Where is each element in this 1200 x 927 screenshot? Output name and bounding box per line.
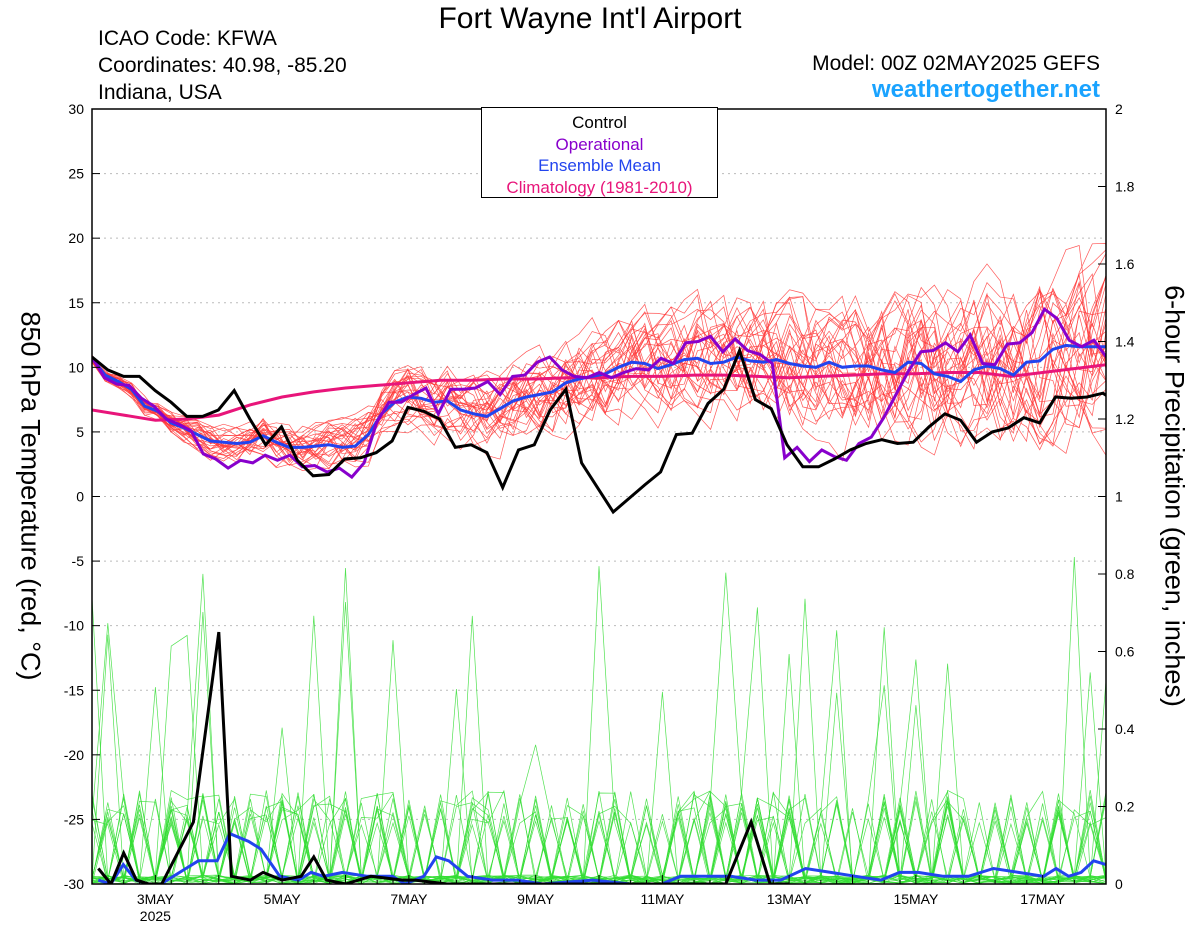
control-temp-line [92, 346, 1106, 515]
y-right-tick-label: 1.6 [1115, 256, 1135, 272]
y-right-tick-label: 0.4 [1115, 721, 1135, 737]
icao-code: ICAO Code: KFWA [98, 27, 277, 50]
y-left-tick-label: 0 [76, 489, 84, 505]
y-left-tick-label: 25 [68, 166, 84, 182]
y-left-tick-label: -10 [64, 618, 84, 634]
y-left-tick-label: 10 [68, 359, 84, 375]
x-tick-label: 17MAY [1020, 891, 1066, 907]
precip-member-line [92, 790, 1106, 884]
y-right-tick-label: 0.6 [1115, 644, 1135, 660]
temperature-member-line [92, 281, 1106, 449]
site-link[interactable]: weathertogether.net [871, 76, 1100, 103]
y-right-tick-label: 0 [1115, 876, 1123, 892]
precip-member-line [92, 680, 1106, 884]
temperature-member-line [92, 296, 1106, 457]
control-precip-line [97, 631, 790, 884]
ensemble-members-layer [92, 243, 1106, 884]
x-tick-label: 3MAY [137, 891, 175, 907]
y-left-tick-label: 5 [76, 424, 84, 440]
region: Indiana, USA [98, 81, 222, 104]
axes-layer: 302520151050-5-10-15-20-25-3021.81.61.41… [64, 101, 1135, 924]
legend-operational: Operational [555, 134, 644, 154]
precip-member-line [92, 685, 1106, 884]
operational-temp-line [92, 306, 1106, 480]
model-run: Model: 00Z 02MAY2025 GEFS [812, 52, 1100, 75]
legend-control: Control [572, 113, 627, 132]
x-tick-label: 13MAY [767, 891, 813, 907]
y-axis-left-title: 850 hPa Temperature (red, °C) [15, 311, 46, 681]
y-right-tick-label: 1.2 [1115, 411, 1135, 427]
temperature-member-line [92, 326, 1106, 461]
x-tick-sublabel: 2025 [140, 908, 171, 924]
x-tick-label: 5MAY [264, 891, 302, 907]
legend-ensemble-mean: Ensemble Mean [538, 156, 661, 175]
coordinates: Coordinates: 40.98, -85.20 [98, 54, 347, 77]
x-tick-label: 15MAY [893, 891, 939, 907]
y-right-tick-label: 1.8 [1115, 179, 1135, 195]
y-right-tick-label: 0.8 [1115, 566, 1135, 582]
y-right-tick-label: 1 [1115, 489, 1123, 505]
temperature-member-line [92, 274, 1106, 470]
y-axis-right-title: 6-hour Precipitation (green, inches) [1159, 285, 1190, 707]
x-tick-label: 7MAY [390, 891, 428, 907]
x-tick-label: 11MAY [640, 891, 684, 907]
temperature-member-line [92, 310, 1106, 463]
main-series-layer [92, 306, 1106, 884]
y-left-tick-label: 20 [68, 230, 84, 246]
y-left-tick-label: -15 [64, 682, 84, 698]
temperature-member-line [92, 273, 1106, 464]
y-left-tick-label: -20 [64, 747, 84, 763]
ensemble-mean-precip-line [97, 831, 1106, 884]
y-left-tick-label: 30 [68, 101, 84, 117]
precip-member-line [92, 572, 1106, 884]
y-left-tick-label: -5 [72, 553, 85, 569]
precip-member-line [92, 567, 1106, 884]
y-left-tick-label: -25 [64, 811, 84, 827]
y-left-tick-label: -30 [64, 876, 84, 892]
chart-title: Fort Wayne Int'l Airport [438, 2, 742, 35]
temperature-member-line [92, 300, 1106, 465]
chart-legend: Control Operational Ensemble Mean Climat… [481, 107, 718, 198]
y-right-tick-label: 2 [1115, 101, 1123, 117]
temperature-member-line [92, 300, 1106, 462]
temperature-member-line [92, 301, 1106, 466]
y-right-tick-label: 0.2 [1115, 799, 1135, 815]
temperature-member-line [92, 300, 1106, 468]
x-tick-label: 9MAY [517, 891, 555, 907]
legend-climatology: Climatology (1981-2010) [506, 177, 693, 197]
y-left-tick-label: 15 [68, 295, 84, 311]
grid-layer [92, 173, 1106, 820]
plot-frame [91, 108, 1107, 885]
y-right-tick-label: 1.4 [1115, 334, 1135, 350]
